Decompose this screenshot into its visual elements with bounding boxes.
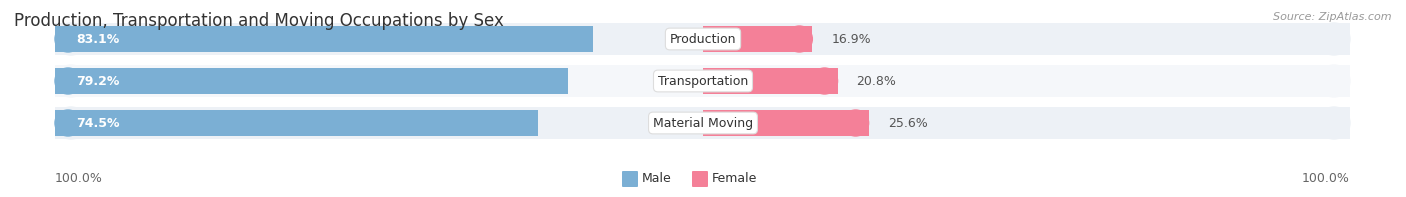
Text: Female: Female bbox=[711, 173, 758, 186]
Text: 16.9%: 16.9% bbox=[831, 33, 870, 46]
Text: 20.8%: 20.8% bbox=[856, 74, 897, 87]
Bar bbox=[703, 110, 869, 136]
Circle shape bbox=[55, 26, 82, 52]
Circle shape bbox=[842, 110, 869, 136]
Text: Production: Production bbox=[669, 33, 737, 46]
Text: 83.1%: 83.1% bbox=[76, 33, 120, 46]
Circle shape bbox=[1317, 23, 1350, 55]
Circle shape bbox=[55, 23, 87, 55]
Bar bbox=[55, 68, 568, 94]
Text: Source: ZipAtlas.com: Source: ZipAtlas.com bbox=[1274, 12, 1392, 22]
Bar bbox=[55, 65, 1350, 97]
Bar bbox=[703, 68, 838, 94]
Bar bbox=[55, 107, 1350, 139]
Text: 100.0%: 100.0% bbox=[1302, 173, 1350, 186]
Circle shape bbox=[55, 107, 87, 139]
FancyBboxPatch shape bbox=[621, 171, 638, 187]
Text: 100.0%: 100.0% bbox=[55, 173, 103, 186]
Circle shape bbox=[55, 68, 82, 94]
Text: 74.5%: 74.5% bbox=[76, 116, 120, 129]
Circle shape bbox=[1317, 65, 1350, 97]
Bar bbox=[55, 110, 537, 136]
FancyBboxPatch shape bbox=[692, 171, 709, 187]
Bar bbox=[703, 26, 813, 52]
Bar bbox=[55, 26, 593, 52]
Text: Transportation: Transportation bbox=[658, 74, 748, 87]
Circle shape bbox=[1317, 107, 1350, 139]
Text: 79.2%: 79.2% bbox=[76, 74, 120, 87]
Text: Production, Transportation and Moving Occupations by Sex: Production, Transportation and Moving Oc… bbox=[14, 12, 503, 30]
Bar bbox=[55, 23, 1350, 55]
Text: Male: Male bbox=[643, 173, 672, 186]
Text: 25.6%: 25.6% bbox=[887, 116, 928, 129]
Text: Material Moving: Material Moving bbox=[652, 116, 754, 129]
Circle shape bbox=[55, 65, 87, 97]
Circle shape bbox=[55, 110, 82, 136]
Circle shape bbox=[786, 26, 813, 52]
Circle shape bbox=[811, 68, 838, 94]
